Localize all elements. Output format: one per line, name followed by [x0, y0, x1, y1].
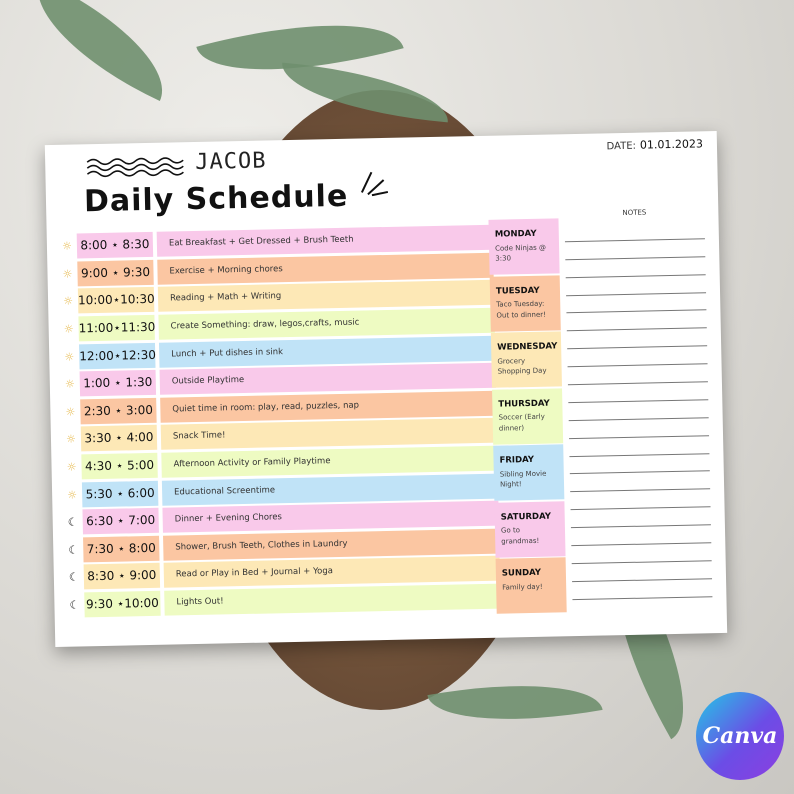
day-note: Taco Tuesday: Out to dinner!	[496, 299, 546, 320]
sparkle-icon	[360, 171, 389, 197]
sun-icon: ☼	[63, 322, 74, 336]
day-note: Code Ninjas @ 3:30	[494, 243, 547, 263]
page-title: Daily Schedule	[83, 178, 349, 220]
notes-title: NOTES	[622, 208, 647, 218]
time-slot: 7:30 ⋆ 8:00	[83, 535, 160, 563]
sun-icon: ☼	[65, 405, 76, 419]
date: DATE: 01.01.2023	[606, 137, 704, 153]
schedule-rows: ☼ 8:00 ⋆ 8:30 Eat Breakfast + Get Dresse…	[57, 224, 501, 619]
schedule-sheet: DATE: 01.01.2023 JACOB Daily Schedule ☼ 8…	[44, 131, 728, 647]
sun-icon: ☼	[67, 488, 78, 502]
moon-icon: ☾	[69, 598, 80, 612]
notes-section: NOTES	[564, 207, 713, 600]
day-box: SATURDAY Go to grandmas!	[494, 500, 566, 558]
moon-icon: ☾	[67, 515, 78, 529]
day-note: Grocery Shopping Day	[497, 356, 547, 376]
time-slot: 9:30 ⋆10:00	[84, 590, 161, 618]
sun-icon: ☼	[65, 432, 77, 447]
sun-icon: ☼	[64, 377, 75, 391]
time-slot: 9:00 ⋆ 9:30	[77, 259, 154, 287]
sun-icon: ☼	[62, 267, 73, 281]
time-slot: 5:30 ⋆ 6:00	[81, 480, 159, 508]
time-slot: 8:00 ⋆ 8:30	[76, 232, 154, 259]
day-name: MONDAY	[494, 228, 537, 240]
day-note: Sibling Movie Night!	[499, 469, 547, 489]
day-note: Family day!	[502, 582, 543, 592]
moon-icon: ☾	[68, 570, 79, 585]
day-box: THURSDAY Soccer (Early dinner)	[492, 387, 564, 445]
day-note: Soccer (Early dinner)	[498, 412, 545, 433]
day-name: SATURDAY	[500, 511, 552, 523]
day-name: TUESDAY	[495, 285, 540, 297]
day-name: WEDNESDAY	[497, 341, 558, 353]
sun-icon: ☼	[64, 350, 75, 364]
day-note: Go to grandmas!	[500, 526, 540, 546]
day-name: THURSDAY	[498, 398, 550, 410]
day-box: FRIDAY Sibling Movie Night!	[493, 444, 565, 501]
day-box: SUNDAY Family day!	[495, 557, 567, 614]
note-line	[572, 579, 713, 600]
time-slot: 6:30 ⋆ 7:00	[82, 508, 159, 535]
time-slot: 12:00⋆12:30	[78, 342, 156, 370]
time-slot: 8:30 ⋆ 9:00	[83, 563, 161, 590]
time-slot: 4:30 ⋆ 5:00	[81, 452, 158, 480]
day-box: TUESDAY Taco Tuesday: Out to dinner!	[489, 274, 561, 332]
child-name: JACOB	[194, 148, 267, 175]
time-slot: 3:30 ⋆ 4:00	[80, 425, 158, 452]
day-name: FRIDAY	[499, 454, 535, 466]
day-box: MONDAY Code Ninjas @ 3:30	[488, 218, 560, 275]
time-slot: 11:00⋆11:30	[78, 314, 155, 342]
sun-icon: ☼	[61, 239, 73, 254]
time-slot: 2:30 ⋆ 3:00	[80, 397, 157, 425]
day-name: SUNDAY	[501, 567, 542, 579]
day-box: WEDNESDAY Grocery Shopping Day	[490, 331, 562, 388]
sun-icon: ☼	[66, 460, 77, 474]
time-slot: 1:00 ⋆ 1:30	[79, 370, 157, 397]
sun-icon: ☼	[63, 295, 74, 309]
canva-badge: Canva	[696, 692, 784, 780]
weekday-column: MONDAY Code Ninjas @ 3:30 TUESDAY Taco Tues…	[488, 218, 567, 615]
activity: Lights Out!	[164, 583, 501, 616]
time-slot: 10:00⋆10:30	[77, 287, 155, 314]
moon-icon: ☾	[68, 543, 79, 557]
waves-icon	[86, 157, 184, 178]
